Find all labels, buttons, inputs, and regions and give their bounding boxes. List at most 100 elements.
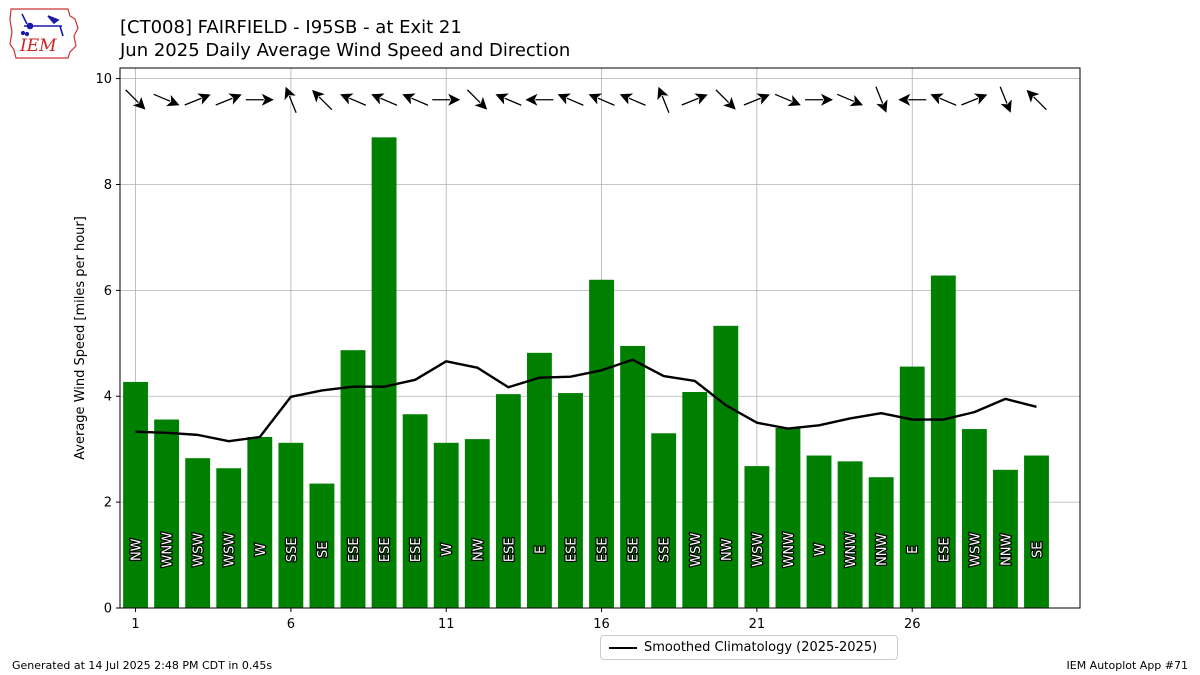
wind-speed-bar bbox=[744, 466, 770, 608]
wind-direction-arrow bbox=[898, 93, 927, 106]
wind-direction-arrow bbox=[184, 93, 211, 106]
wind-direction-arrow bbox=[340, 93, 367, 106]
chart-title: [CT008] FAIRFIELD - I95SB - at Exit 21 bbox=[120, 17, 462, 38]
x-tick-label: 11 bbox=[438, 617, 455, 632]
y-tick-label: 0 bbox=[104, 602, 112, 617]
bars bbox=[123, 137, 1049, 608]
wind-direction-arrow bbox=[402, 93, 429, 106]
direction-label: E bbox=[906, 546, 921, 554]
wind-direction-arrow bbox=[930, 93, 957, 106]
wind-speed-bar bbox=[309, 483, 335, 608]
wind-direction-arrow bbox=[245, 93, 274, 106]
wind-direction-arrow bbox=[743, 93, 770, 106]
wind-direction-arrow bbox=[715, 89, 736, 110]
wind-direction-arrow bbox=[805, 93, 834, 106]
wind-speed-bar bbox=[993, 469, 1018, 608]
direction-label: NW bbox=[720, 538, 735, 561]
y-tick-label: 4 bbox=[104, 390, 112, 405]
direction-label: W bbox=[254, 543, 269, 556]
direction-label: WNW bbox=[844, 532, 859, 568]
climatology-line-group bbox=[135, 358, 1037, 443]
y-tick-label: 8 bbox=[104, 178, 112, 193]
wind-speed-bar bbox=[216, 468, 242, 608]
wind-speed-bar bbox=[247, 437, 273, 608]
wind-speed-bar bbox=[371, 137, 397, 608]
direction-label: ESE bbox=[347, 537, 362, 562]
direction-label: WSW bbox=[689, 533, 704, 567]
wind-direction-arrow bbox=[557, 93, 584, 106]
wind-speed-bar bbox=[682, 392, 708, 608]
direction-label: SE bbox=[1031, 542, 1046, 558]
legend: Smoothed Climatology (2025-2025) bbox=[600, 635, 898, 660]
wind-direction-arrow bbox=[1026, 89, 1047, 111]
x-tick-label: 16 bbox=[593, 617, 610, 632]
iowa-outline-icon bbox=[9, 8, 79, 59]
x-tick-label: 26 bbox=[904, 617, 921, 632]
wind-speed-bar bbox=[620, 345, 646, 608]
direction-label: WNW bbox=[782, 532, 797, 568]
legend-line-swatch bbox=[609, 647, 637, 649]
wind-speed-bar bbox=[185, 458, 211, 608]
x-tick-label: 6 bbox=[287, 617, 295, 632]
direction-label: ESE bbox=[502, 537, 517, 562]
iem-logo: IEM bbox=[9, 8, 79, 59]
plot-frame bbox=[119, 67, 1081, 609]
direction-label: ESE bbox=[937, 537, 952, 562]
wind-speed-bar bbox=[651, 433, 677, 608]
wind-speed-bar bbox=[713, 325, 739, 608]
wind-speed-bar bbox=[868, 477, 894, 608]
y-tick-label: 6 bbox=[104, 284, 112, 299]
wind-direction-arrow bbox=[312, 89, 333, 111]
direction-label: WNW bbox=[161, 532, 176, 568]
wind-direction-arrow bbox=[619, 93, 646, 106]
wind-direction-arrow bbox=[495, 93, 522, 106]
wind-direction-arrow bbox=[153, 93, 180, 107]
direction-label: E bbox=[533, 546, 548, 554]
wind-direction-arrow bbox=[657, 86, 670, 113]
iem-weather-symbols-icon bbox=[20, 13, 64, 37]
wind-direction-arrow bbox=[588, 93, 615, 106]
direction-label: ESE bbox=[564, 537, 579, 562]
wind-direction-arrow bbox=[466, 89, 488, 110]
wind-speed-bar bbox=[464, 439, 490, 608]
wind-speed-bar bbox=[340, 350, 366, 608]
direction-label: W bbox=[440, 543, 455, 556]
y-tick-label: 10 bbox=[95, 72, 112, 87]
wind-direction-arrow bbox=[774, 93, 801, 107]
y-tick-label: 2 bbox=[104, 496, 112, 511]
wind-direction-arrow bbox=[525, 93, 554, 106]
y-axis-label: Average Wind Speed [miles per hour] bbox=[73, 216, 88, 460]
wind-speed-bar bbox=[495, 394, 521, 608]
wind-speed-bar bbox=[402, 414, 428, 608]
wind-speed-bar bbox=[961, 429, 987, 608]
wind-direction-arrow bbox=[432, 93, 461, 106]
direction-label: ESE bbox=[596, 537, 611, 562]
wind-speed-bar bbox=[154, 419, 180, 608]
x-tick-label: 1 bbox=[131, 617, 139, 632]
direction-label: WSW bbox=[223, 533, 238, 567]
wind-speed-bar bbox=[775, 428, 801, 608]
wind-speed-bar bbox=[930, 275, 956, 608]
direction-label: NNW bbox=[875, 533, 890, 565]
direction-label: WSW bbox=[751, 533, 766, 567]
wind-speed-bar bbox=[899, 366, 925, 608]
logo-text: IEM bbox=[19, 36, 57, 56]
legend-label: Smoothed Climatology (2025-2025) bbox=[644, 640, 878, 655]
wind-arrows bbox=[125, 86, 1047, 113]
direction-label: W bbox=[813, 543, 828, 556]
wind-speed-bar bbox=[123, 381, 148, 608]
direction-labels: NW WNW WSW WSW W SSE SE ESE ESE ESE W NW ESE E ESE ESE E… bbox=[128, 531, 1046, 569]
direction-label: NNW bbox=[999, 533, 1014, 565]
wind-direction-arrow bbox=[836, 93, 863, 107]
wind-speed-bar bbox=[837, 461, 863, 608]
climatology-line bbox=[135, 358, 1037, 443]
wind-speed-bar bbox=[806, 455, 832, 608]
wind-direction-arrow bbox=[961, 93, 988, 106]
chart-subtitle: Jun 2025 Daily Average Wind Speed and Di… bbox=[120, 40, 571, 61]
wind-direction-arrow bbox=[681, 93, 708, 106]
wind-speed-bar bbox=[589, 279, 614, 608]
direction-label: SSE bbox=[285, 537, 300, 562]
wind-direction-arrow bbox=[999, 86, 1012, 113]
